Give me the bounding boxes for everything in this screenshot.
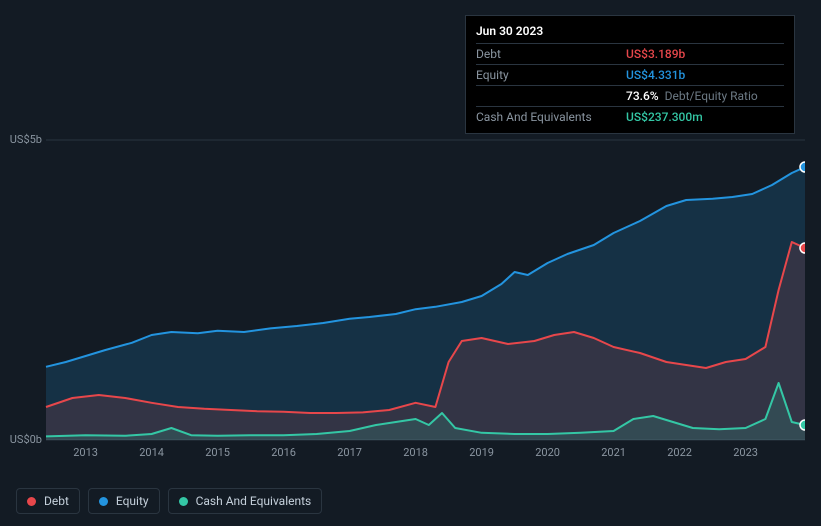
legend-item-debt[interactable]: Debt bbox=[16, 488, 80, 514]
y-axis-label: US$0b bbox=[2, 433, 42, 446]
legend-label: Cash And Equivalents bbox=[196, 494, 312, 508]
tooltip-row: 73.6% Debt/Equity Ratio bbox=[476, 85, 784, 106]
chart-legend: Debt Equity Cash And Equivalents bbox=[16, 488, 322, 514]
financial-chart[interactable] bbox=[16, 120, 805, 460]
x-axis-label: 2018 bbox=[396, 446, 436, 459]
marker-cash-and-equivalents bbox=[800, 420, 805, 430]
tooltip-value: 73.6% bbox=[626, 87, 659, 105]
x-axis-label: 2021 bbox=[594, 446, 634, 459]
tooltip-value: US$4.331b bbox=[626, 66, 685, 84]
legend-dot-icon bbox=[179, 497, 188, 506]
tooltip-label: Debt bbox=[476, 45, 626, 63]
x-axis-label: 2022 bbox=[660, 446, 700, 459]
tooltip-label bbox=[476, 87, 626, 105]
x-axis-label: 2020 bbox=[528, 446, 568, 459]
x-axis-label: 2014 bbox=[132, 446, 172, 459]
x-axis-label: 2019 bbox=[462, 446, 502, 459]
legend-item-cash-and-equivalents[interactable]: Cash And Equivalents bbox=[168, 488, 323, 514]
x-axis-label: 2015 bbox=[198, 446, 238, 459]
marker-equity bbox=[800, 162, 805, 172]
marker-debt bbox=[800, 243, 805, 253]
legend-item-equity[interactable]: Equity bbox=[88, 488, 160, 514]
tooltip-label: Equity bbox=[476, 66, 626, 84]
x-axis-label: 2017 bbox=[330, 446, 370, 459]
x-axis-label: 2023 bbox=[726, 446, 766, 459]
legend-label: Equity bbox=[116, 494, 149, 508]
x-axis-label: 2013 bbox=[66, 446, 106, 459]
x-axis-label: 2016 bbox=[264, 446, 304, 459]
legend-dot-icon bbox=[99, 497, 108, 506]
legend-label: Debt bbox=[44, 494, 69, 508]
tooltip-row: EquityUS$4.331b bbox=[476, 64, 784, 85]
tooltip-value: US$3.189b bbox=[626, 45, 685, 63]
y-axis-label: US$5b bbox=[2, 133, 42, 146]
tooltip-row: DebtUS$3.189b bbox=[476, 43, 784, 64]
legend-dot-icon bbox=[27, 497, 36, 506]
chart-tooltip: Jun 30 2023 DebtUS$3.189bEquityUS$4.331b… bbox=[465, 15, 795, 134]
tooltip-date: Jun 30 2023 bbox=[476, 22, 784, 43]
chart-container: US$0bUS$5b 20132014201520162017201820192… bbox=[16, 120, 805, 460]
tooltip-suffix: Debt/Equity Ratio bbox=[665, 87, 758, 105]
